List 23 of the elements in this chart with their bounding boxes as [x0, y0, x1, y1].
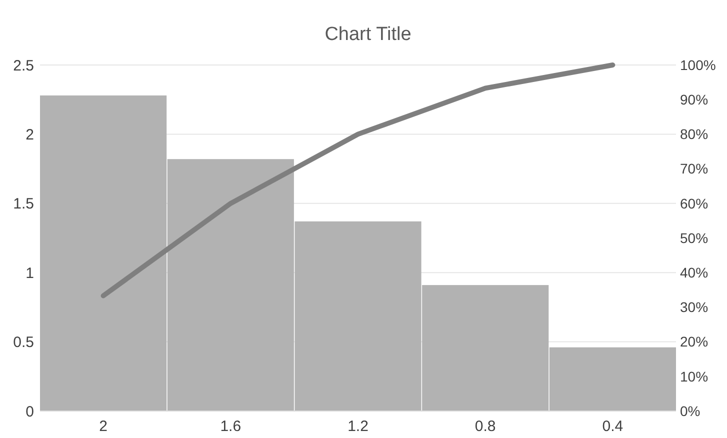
y-tick-label: 1 — [26, 264, 34, 282]
y2-tick-label: 0% — [680, 402, 700, 419]
y2-tick-label: 50% — [680, 230, 708, 246]
y-tick-label: 0.5 — [13, 334, 34, 352]
y2-tick-label: 20% — [680, 334, 708, 350]
y2-tick-label: 90% — [680, 92, 708, 108]
x-tick-label: 1.2 — [348, 418, 368, 435]
x-tick-label: 1.6 — [220, 418, 242, 435]
y-tick-label: 2 — [26, 126, 34, 144]
x-tick-label: 0.8 — [474, 418, 496, 435]
chart-title: Chart Title — [324, 24, 412, 45]
x-tick-label: 2 — [99, 418, 108, 435]
y-tick-label: 2.5 — [13, 57, 34, 74]
y2-tick-label: 70% — [680, 160, 708, 177]
y2-tick-label: 40% — [680, 264, 708, 280]
y2-tick-label: 10% — [680, 368, 708, 384]
y2-tick-label: 80% — [680, 126, 708, 142]
y-tick-label: 1.5 — [13, 196, 34, 213]
y2-tick-label: 30% — [680, 299, 708, 316]
y2-tick-label: 100% — [680, 56, 716, 73]
y-tick-label: 0 — [26, 403, 34, 420]
y2-tick-label: 60% — [680, 195, 708, 212]
x-tick-label: 0.4 — [602, 418, 624, 435]
